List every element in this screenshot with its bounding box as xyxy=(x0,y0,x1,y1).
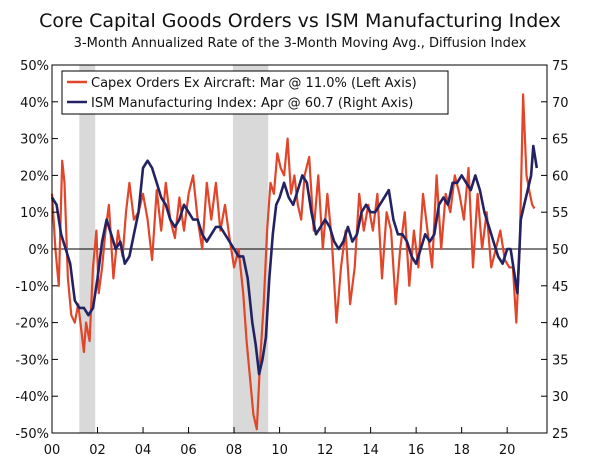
x-tick-label: 12 xyxy=(317,443,334,458)
legend-label-capex: Capex Orders Ex Aircraft: Mar @ 11.0% (L… xyxy=(91,76,417,91)
y-left-tick-label: 10% xyxy=(20,206,49,221)
x-tick-label: 14 xyxy=(362,443,379,458)
y-right-tick-label: 60 xyxy=(552,169,569,184)
legend-label-ism: ISM Manufacturing Index: Apr @ 60.7 (Rig… xyxy=(91,96,413,111)
y-right-tick-label: 30 xyxy=(552,390,569,405)
y-left-tick-label: 30% xyxy=(20,133,49,148)
y-left-tick-label: -30% xyxy=(15,353,49,368)
y-right-tick-label: 45 xyxy=(552,280,569,295)
chart-subtitle: 3-Month Annualized Rate of the 3-Month M… xyxy=(74,36,527,51)
chart-title: Core Capital Goods Orders vs ISM Manufac… xyxy=(39,10,561,32)
y-left-tick-label: 20% xyxy=(20,169,49,184)
y-left-tick-label: 50% xyxy=(20,59,49,74)
y-left-tick-label: -50% xyxy=(15,427,49,442)
x-tick-label: 08 xyxy=(226,443,243,458)
y-right-tick-label: 25 xyxy=(552,427,569,442)
x-tick-label: 18 xyxy=(453,443,470,458)
y-right-axis-ticks: 75 70 65 60 55 50 45 40 35 30 25 xyxy=(541,59,569,442)
x-tick-label: 16 xyxy=(408,443,425,458)
x-tick-label: 10 xyxy=(271,443,288,458)
series-line-capex xyxy=(50,93,536,431)
y-left-tick-label: 40% xyxy=(20,96,49,111)
y-right-tick-label: 65 xyxy=(552,133,569,148)
y-left-tick-label: -40% xyxy=(15,390,49,405)
y-right-tick-label: 50 xyxy=(552,243,569,258)
y-right-tick-label: 75 xyxy=(552,59,569,74)
y-left-axis-ticks: 50% 40% 30% 20% 10% 0% -10% -20% -30% -40% -50% xyxy=(15,59,58,442)
x-tick-label: 00 xyxy=(44,443,61,458)
x-tick-label: 20 xyxy=(499,443,516,458)
x-tick-label: 06 xyxy=(180,443,197,458)
y-right-tick-label: 35 xyxy=(552,353,569,368)
y-right-tick-label: 55 xyxy=(552,206,569,221)
x-tick-label: 02 xyxy=(89,443,106,458)
y-left-tick-label: -20% xyxy=(15,317,49,332)
series-lines xyxy=(50,93,539,431)
x-tick-label: 04 xyxy=(135,443,152,458)
y-left-tick-label: -10% xyxy=(15,280,49,295)
x-axis-ticks: 00 02 04 06 08 10 12 14 16 18 20 xyxy=(44,427,516,458)
y-left-tick-label: 0% xyxy=(28,243,49,258)
legend-box xyxy=(61,70,449,115)
legend: Capex Orders Ex Aircraft: Mar @ 11.0% (L… xyxy=(61,70,449,115)
y-right-tick-label: 70 xyxy=(552,96,569,111)
series-line-ism xyxy=(50,144,539,376)
y-right-tick-label: 40 xyxy=(552,317,569,332)
